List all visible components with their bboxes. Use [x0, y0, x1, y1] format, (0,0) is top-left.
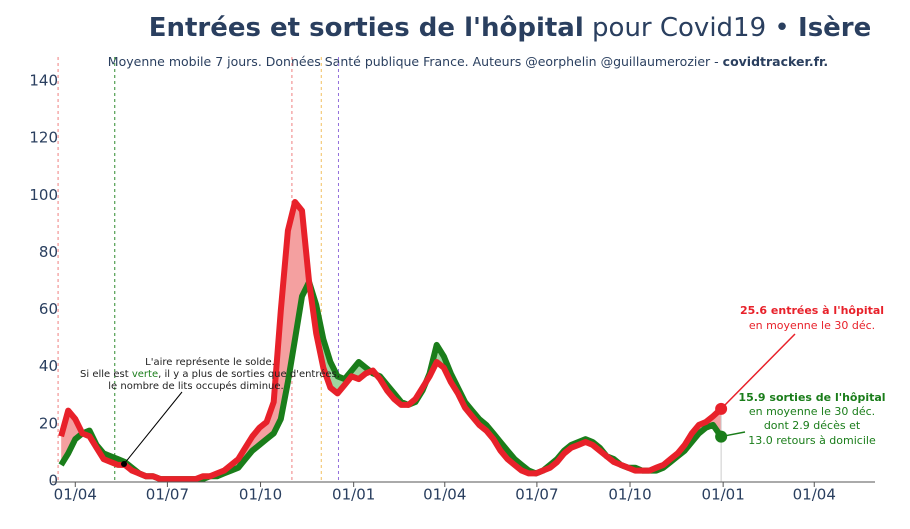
- note-line: L'aire représente le solde.: [145, 356, 275, 368]
- x-tick-label: 01/07: [146, 486, 189, 504]
- note-part: , il y a plus de sorties que d'entrées,: [158, 368, 340, 380]
- exits-end: [715, 430, 728, 443]
- exits-note: dont 2.9 décès et: [764, 419, 861, 432]
- y-tick-label: 80: [39, 243, 58, 261]
- note-line: Si elle est verte, il y a plus de sortie…: [80, 368, 340, 380]
- title-normal: pour Covid19 •: [592, 13, 790, 43]
- note-part: Si elle est: [80, 369, 129, 380]
- balance-negative: [61, 202, 722, 480]
- area: [61, 202, 722, 480]
- x-tick-label: 01/01: [702, 486, 745, 504]
- chart-title: Entrées et sorties de l'hôpital pour Cov…: [149, 13, 872, 43]
- end-notes: 25.6 entrées à l'hôpital en moyenne le 3…: [738, 304, 885, 447]
- y-tick-label: 60: [39, 300, 58, 318]
- lines: [58, 199, 796, 483]
- note-green: verte: [132, 369, 158, 380]
- balance-positive: [61, 202, 722, 480]
- y-tick-label: 20: [39, 414, 58, 432]
- exits-note: 13.0 retours à domicile: [748, 434, 876, 447]
- series-line: [58, 199, 724, 483]
- note: L'aire représente le solde. Si elle est …: [80, 356, 340, 392]
- y-tick-label: 40: [39, 357, 58, 375]
- subtitle: Moyenne mobile 7 jours. Données Santé pu…: [108, 54, 828, 69]
- entries-note: en moyenne le 30 déc.: [749, 319, 875, 332]
- title-region: Isère: [798, 13, 871, 43]
- note-line: le nombre de lits occupés diminue.: [108, 380, 283, 392]
- x-tick-label: 01/04: [423, 486, 466, 504]
- axes: 0 20 40 60 80 100 120 140 01/04 01/07 01/10 01/01 01…: [29, 72, 875, 504]
- entries-pointer: [720, 333, 796, 410]
- x-tick-label: 01/01: [332, 486, 375, 504]
- exits-note: en moyenne le 30 déc.: [749, 405, 875, 418]
- subtitle-site: covidtracker.fr.: [723, 54, 829, 69]
- exits-note: 15.9 sorties de l'hôpital: [738, 391, 885, 404]
- y-tick-label: 120: [29, 129, 58, 147]
- note-dot: [121, 461, 127, 467]
- y-tick-label: 140: [29, 72, 58, 90]
- entries-end: [715, 402, 728, 415]
- title-bold: Entrées et sorties de l'hôpital: [149, 13, 584, 43]
- x-tick-label: 01/07: [515, 486, 558, 504]
- x-tick-label: 01/10: [239, 486, 282, 504]
- y-tick-label: 100: [29, 186, 58, 204]
- x-tick-label: 01/04: [54, 486, 97, 504]
- y-tick-label: 0: [48, 472, 58, 490]
- entries-note: 25.6 entrées à l'hôpital: [740, 304, 884, 317]
- subtitle-text: Moyenne mobile 7 jours. Données Santé pu…: [108, 54, 719, 69]
- note-pointer: [123, 391, 183, 465]
- x-tick-label: 01/04: [793, 486, 836, 504]
- x-tick-label: 01/10: [608, 486, 651, 504]
